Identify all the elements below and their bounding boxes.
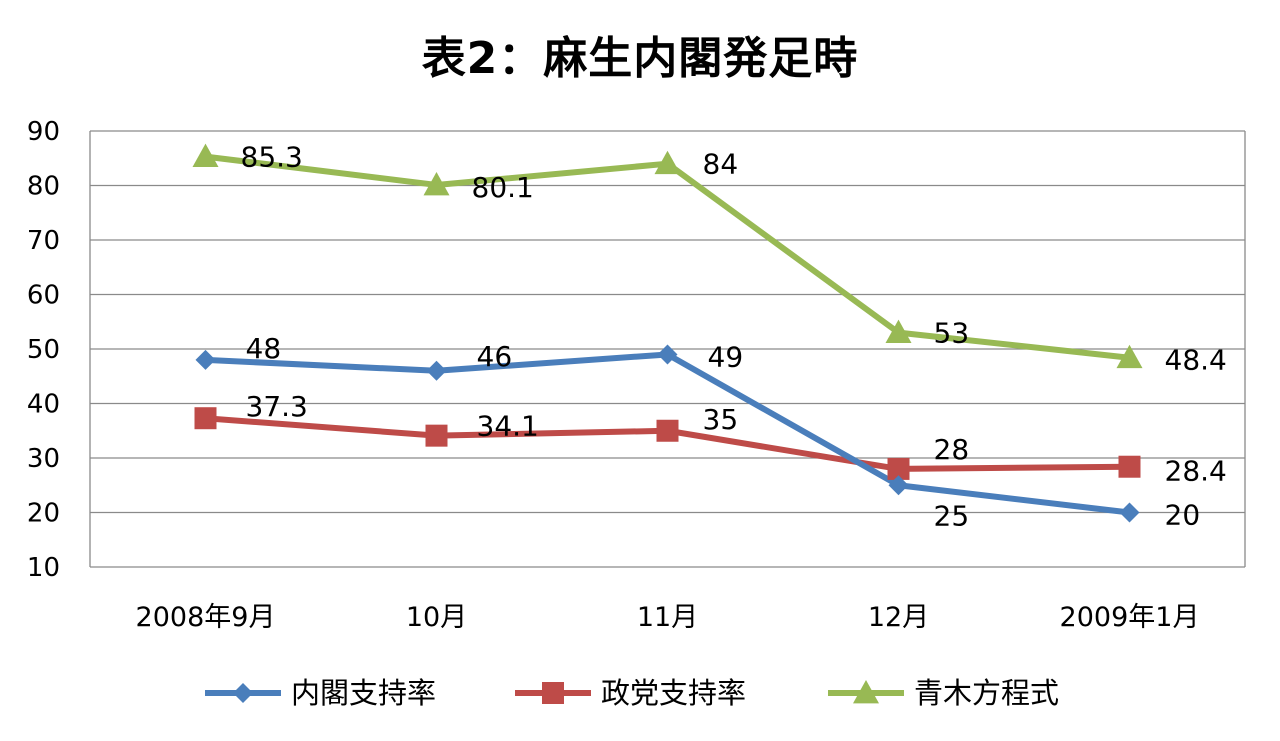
y-tick-label: 90	[27, 117, 60, 147]
data-point-2-3	[885, 319, 912, 344]
x-tick-label: 11月	[637, 602, 698, 633]
y-tick-label: 30	[27, 444, 60, 474]
data-label-1-1: 34.1	[477, 410, 539, 443]
data-label-1-3: 28	[934, 433, 970, 466]
y-tick-label: 40	[27, 390, 60, 420]
data-label-2-3: 53	[934, 317, 970, 350]
data-point-0-4	[1119, 502, 1140, 523]
legend-marker	[233, 683, 253, 703]
data-label-0-0: 48	[246, 332, 282, 365]
y-tick-label: 20	[27, 499, 60, 529]
data-point-1-0	[194, 407, 217, 430]
data-point-0-1	[426, 360, 447, 381]
data-point-2-0	[192, 143, 219, 168]
data-label-1-2: 35	[703, 403, 739, 436]
y-tick-label: 80	[27, 172, 60, 202]
data-label-2-1: 80.1	[472, 171, 534, 204]
data-label-2-0: 85.3	[241, 141, 303, 174]
series-line-2	[202, 153, 1133, 361]
data-label-1-0: 37.3	[246, 390, 308, 423]
data-point-2-2	[654, 150, 681, 175]
data-point-1-4	[1118, 455, 1141, 478]
data-label-0-2: 49	[708, 340, 744, 373]
legend-marker	[853, 680, 879, 704]
grid-lines	[89, 130, 1246, 568]
y-tick-label: 60	[27, 281, 60, 311]
data-point-0-3	[888, 475, 909, 496]
chart-title: 表2：麻生内閣発足時	[421, 33, 859, 84]
series-lines	[202, 153, 1133, 516]
x-tick-label: 2009年1月	[1060, 602, 1200, 633]
legend-label: 青木方程式	[914, 676, 1059, 710]
data-point-1-3	[887, 457, 910, 480]
series-markers	[192, 143, 1143, 523]
legend-label: 内閣支持率	[291, 676, 436, 710]
data-point-0-0	[195, 349, 216, 370]
legend-label: 政党支持率	[601, 676, 746, 710]
data-label-2-4: 48.4	[1165, 344, 1227, 377]
y-tick-label: 70	[27, 226, 60, 256]
legend-marker	[542, 682, 564, 704]
data-point-1-1	[425, 424, 448, 447]
data-point-0-2	[657, 344, 678, 365]
data-label-0-3: 25	[934, 499, 970, 532]
x-axis-ticks: 2008年9月 10月 11月 12月 2009年1月	[136, 602, 1200, 633]
x-tick-label: 10月	[406, 602, 467, 633]
data-label-2-2: 84	[703, 148, 739, 181]
data-point-2-4	[1116, 344, 1143, 369]
legend: 内閣支持率 政党支持率 青木方程式	[205, 676, 1059, 710]
data-labels: 48 46 49 25 20 37.3 34.1 35 28 28.4 85.3 80.1 84 53 48…	[241, 141, 1227, 533]
data-label-0-4: 20	[1165, 499, 1201, 532]
x-tick-label: 2008年9月	[136, 602, 276, 633]
data-point-2-1	[423, 171, 450, 196]
data-label-0-1: 46	[477, 340, 513, 373]
y-axis-ticks: 10 20 30 40 50 60 70 80 90	[27, 117, 60, 583]
y-tick-label: 10	[27, 553, 60, 583]
x-tick-label: 12月	[868, 602, 929, 633]
y-tick-label: 50	[27, 335, 60, 365]
data-label-1-4: 28.4	[1165, 455, 1227, 488]
data-point-1-2	[656, 419, 679, 442]
